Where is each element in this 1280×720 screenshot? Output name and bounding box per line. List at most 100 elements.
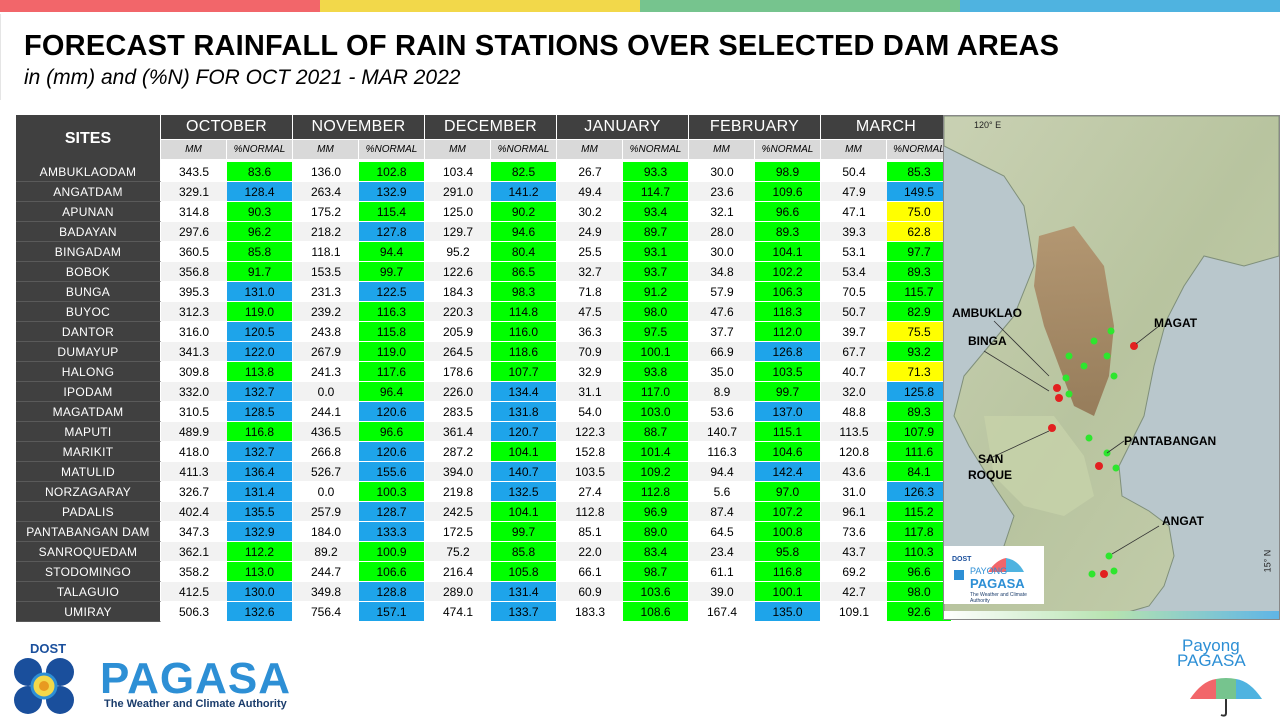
- pct-normal-cell: 115.7: [887, 282, 952, 302]
- rainfall-table: SITES OCTOBER NOVEMBER DECEMBER JANUARY FEBR…: [16, 115, 952, 622]
- mm-cell: 69.2: [821, 562, 887, 582]
- pct-normal-cell: 91.2: [623, 282, 689, 302]
- mm-cell: 140.7: [689, 422, 755, 442]
- pct-normal-cell: 104.1: [755, 242, 821, 262]
- mm-subheader: MM: [557, 140, 623, 162]
- pct-normal-cell: 90.2: [491, 202, 557, 222]
- mm-cell: 42.7: [821, 582, 887, 602]
- central-plain: [984, 416, 1094, 516]
- mm-cell: 152.8: [557, 442, 623, 462]
- mm-cell: 32.0: [821, 382, 887, 402]
- pct-normal-cell: 118.3: [755, 302, 821, 322]
- mm-cell: 26.7: [557, 162, 623, 182]
- top-color-bar: [0, 0, 1280, 12]
- pct-normal-cell: 132.7: [227, 382, 293, 402]
- pct-normal-cell: 110.3: [887, 542, 952, 562]
- site-name-cell: BUNGA: [16, 282, 161, 302]
- mm-cell: 219.8: [425, 482, 491, 502]
- mm-cell: 362.1: [161, 542, 227, 562]
- pct-normal-cell: 104.6: [755, 442, 821, 462]
- mm-cell: 109.1: [821, 602, 887, 622]
- pct-normal-cell: 89.0: [623, 522, 689, 542]
- mm-cell: 48.8: [821, 402, 887, 422]
- pct-normal-cell: 114.7: [623, 182, 689, 202]
- pct-normal-cell: 112.0: [755, 322, 821, 342]
- pct-normal-cell: 115.1: [755, 422, 821, 442]
- umbrella-icon: [1190, 678, 1262, 717]
- pct-normal-cell: 128.7: [359, 502, 425, 522]
- mm-cell: 64.5: [689, 522, 755, 542]
- station-marker-green: [1065, 352, 1073, 360]
- pct-normal-cell: 122.5: [359, 282, 425, 302]
- map-label-roque: ROQUE: [968, 468, 1013, 482]
- pct-normal-cell: 86.5: [491, 262, 557, 282]
- mm-cell: 5.6: [689, 482, 755, 502]
- inset-payong-logo: DOST PAYONG PAGASA The Weather and Clima…: [948, 552, 1044, 604]
- pct-normal-cell: 133.7: [491, 602, 557, 622]
- mm-cell: 231.3: [293, 282, 359, 302]
- umbrella-icon: [954, 558, 1024, 580]
- pct-normal-cell: 98.3: [491, 282, 557, 302]
- mm-cell: 112.8: [557, 502, 623, 522]
- mm-cell: 31.0: [821, 482, 887, 502]
- mm-cell: 47.9: [821, 182, 887, 202]
- month-header: NOVEMBER: [293, 115, 425, 140]
- station-marker-green: [1080, 362, 1088, 370]
- mm-cell: 47.5: [557, 302, 623, 322]
- pct-normal-cell: 155.6: [359, 462, 425, 482]
- pct-normal-cell: 85.8: [227, 242, 293, 262]
- mm-cell: 61.1: [689, 562, 755, 582]
- pct-normal-cell: 126.3: [887, 482, 952, 502]
- site-name-cell: TALAGUIO: [16, 582, 161, 602]
- mm-cell: 356.8: [161, 262, 227, 282]
- pct-normal-cell: 120.7: [491, 422, 557, 442]
- mm-cell: 239.2: [293, 302, 359, 322]
- mm-cell: 71.8: [557, 282, 623, 302]
- mm-cell: 23.4: [689, 542, 755, 562]
- pct-normal-cell: 94.6: [491, 222, 557, 242]
- mm-cell: 266.8: [293, 442, 359, 462]
- table-row: BUNGA 395.3 131.0 231.3 122.5 184.3 98.3 71.8 91…: [16, 282, 952, 302]
- mm-cell: 474.1: [425, 602, 491, 622]
- pct-normal-cell: 98.0: [623, 302, 689, 322]
- mm-cell: 172.5: [425, 522, 491, 542]
- map-label-ambuklao: AMBUKLAO: [952, 306, 1022, 320]
- mm-cell: 178.6: [425, 362, 491, 382]
- mm-cell: 175.2: [293, 202, 359, 222]
- mm-cell: 32.7: [557, 262, 623, 282]
- mm-cell: 49.4: [557, 182, 623, 202]
- station-marker-green: [1090, 337, 1098, 345]
- mm-subheader: MM: [689, 140, 755, 162]
- top-bar-blue: [960, 0, 1280, 12]
- site-name-cell: STODOMINGO: [16, 562, 161, 582]
- mm-cell: 0.0: [293, 382, 359, 402]
- pct-normal-cell: 142.4: [755, 462, 821, 482]
- pct-normal-cell: 132.7: [227, 442, 293, 462]
- pct-normal-cell: 83.6: [227, 162, 293, 182]
- pct-normal-cell: 113.0: [227, 562, 293, 582]
- mm-cell: 73.6: [821, 522, 887, 542]
- pct-normal-cell: 89.3: [755, 222, 821, 242]
- site-name-cell: BINGADAM: [16, 242, 161, 262]
- pct-normal-cell: 128.5: [227, 402, 293, 422]
- pct-normal-cell: 91.7: [227, 262, 293, 282]
- site-name-cell: MARIKIT: [16, 442, 161, 462]
- table-row: UMIRAY 506.3 132.6 756.4 157.1 474.1 133.7 183.…: [16, 602, 952, 622]
- mm-cell: 395.3: [161, 282, 227, 302]
- station-marker-green: [1065, 390, 1073, 398]
- pct-normal-cell: 126.8: [755, 342, 821, 362]
- site-name-cell: AMBUKLAODAM: [16, 162, 161, 182]
- site-name-cell: BOBOK: [16, 262, 161, 282]
- mm-cell: 402.4: [161, 502, 227, 522]
- mm-cell: 184.3: [425, 282, 491, 302]
- pct-normal-cell: 137.0: [755, 402, 821, 422]
- mm-cell: 30.0: [689, 162, 755, 182]
- mm-cell: 361.4: [425, 422, 491, 442]
- mm-cell: 314.8: [161, 202, 227, 222]
- mm-cell: 205.9: [425, 322, 491, 342]
- mm-cell: 756.4: [293, 602, 359, 622]
- station-marker-green: [1062, 374, 1070, 382]
- pct-normal-cell: 128.8: [359, 582, 425, 602]
- mm-cell: 360.5: [161, 242, 227, 262]
- table-row: MAPUTI 489.9 116.8 436.5 96.6 361.4 120.7 122.3…: [16, 422, 952, 442]
